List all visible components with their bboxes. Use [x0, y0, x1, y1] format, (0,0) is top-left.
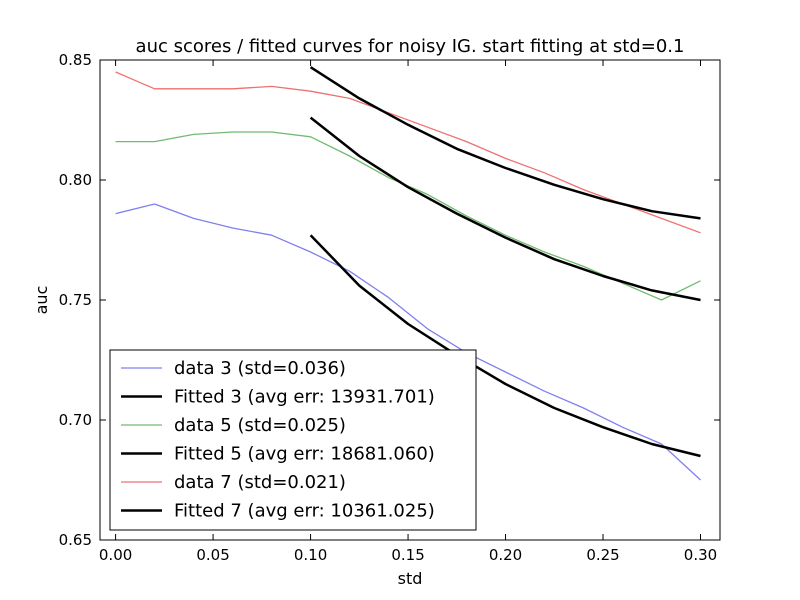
y-tick-label: 0.85 — [59, 51, 92, 69]
y-tick-label: 0.75 — [59, 291, 92, 309]
legend-label-6: Fitted 7 (avg err: 10361.025) — [174, 501, 435, 522]
legend-label-3: data 5 (std=0.025) — [174, 415, 346, 436]
series-line-1 — [115, 203, 701, 481]
x-tick-label: 0.30 — [684, 546, 717, 564]
legend-box — [109, 349, 477, 531]
series-line-5 — [115, 71, 701, 234]
x-tick-label: 0.10 — [294, 546, 327, 564]
series-layer — [115, 66, 701, 481]
legend-label-5: data 7 (std=0.021) — [174, 472, 346, 493]
series-line-4 — [309, 116, 701, 302]
x-tick-label: 0.00 — [99, 546, 132, 564]
x-tick-label: 0.05 — [196, 546, 229, 564]
y-axis-label: auc — [32, 286, 51, 315]
legend: data 3 (std=0.036) Fitted 3 (avg err: 139… — [109, 349, 477, 531]
x-axis-label: std — [398, 569, 423, 588]
legend-label-4: Fitted 5 (avg err: 18681.060) — [174, 444, 435, 465]
legend-label-2: Fitted 3 (avg err: 13931.701) — [174, 387, 435, 408]
y-tick-label: 0.70 — [59, 411, 92, 429]
ticks-layer: 0.00 0.05 0.10 0.15 0.20 0.25 0.30 0.65 0.70 0.75… — [59, 51, 720, 564]
y-tick-label: 0.65 — [59, 531, 92, 549]
legend-label-1: data 3 (std=0.036) — [174, 358, 346, 379]
chart-title: auc scores / fitted curves for noisy IG.… — [136, 36, 685, 57]
x-tick-label: 0.15 — [391, 546, 424, 564]
x-tick-label: 0.25 — [586, 546, 619, 564]
x-tick-label: 0.20 — [489, 546, 522, 564]
y-tick-label: 0.80 — [59, 171, 92, 189]
series-line-2 — [309, 234, 701, 458]
series-line-6 — [309, 66, 701, 220]
